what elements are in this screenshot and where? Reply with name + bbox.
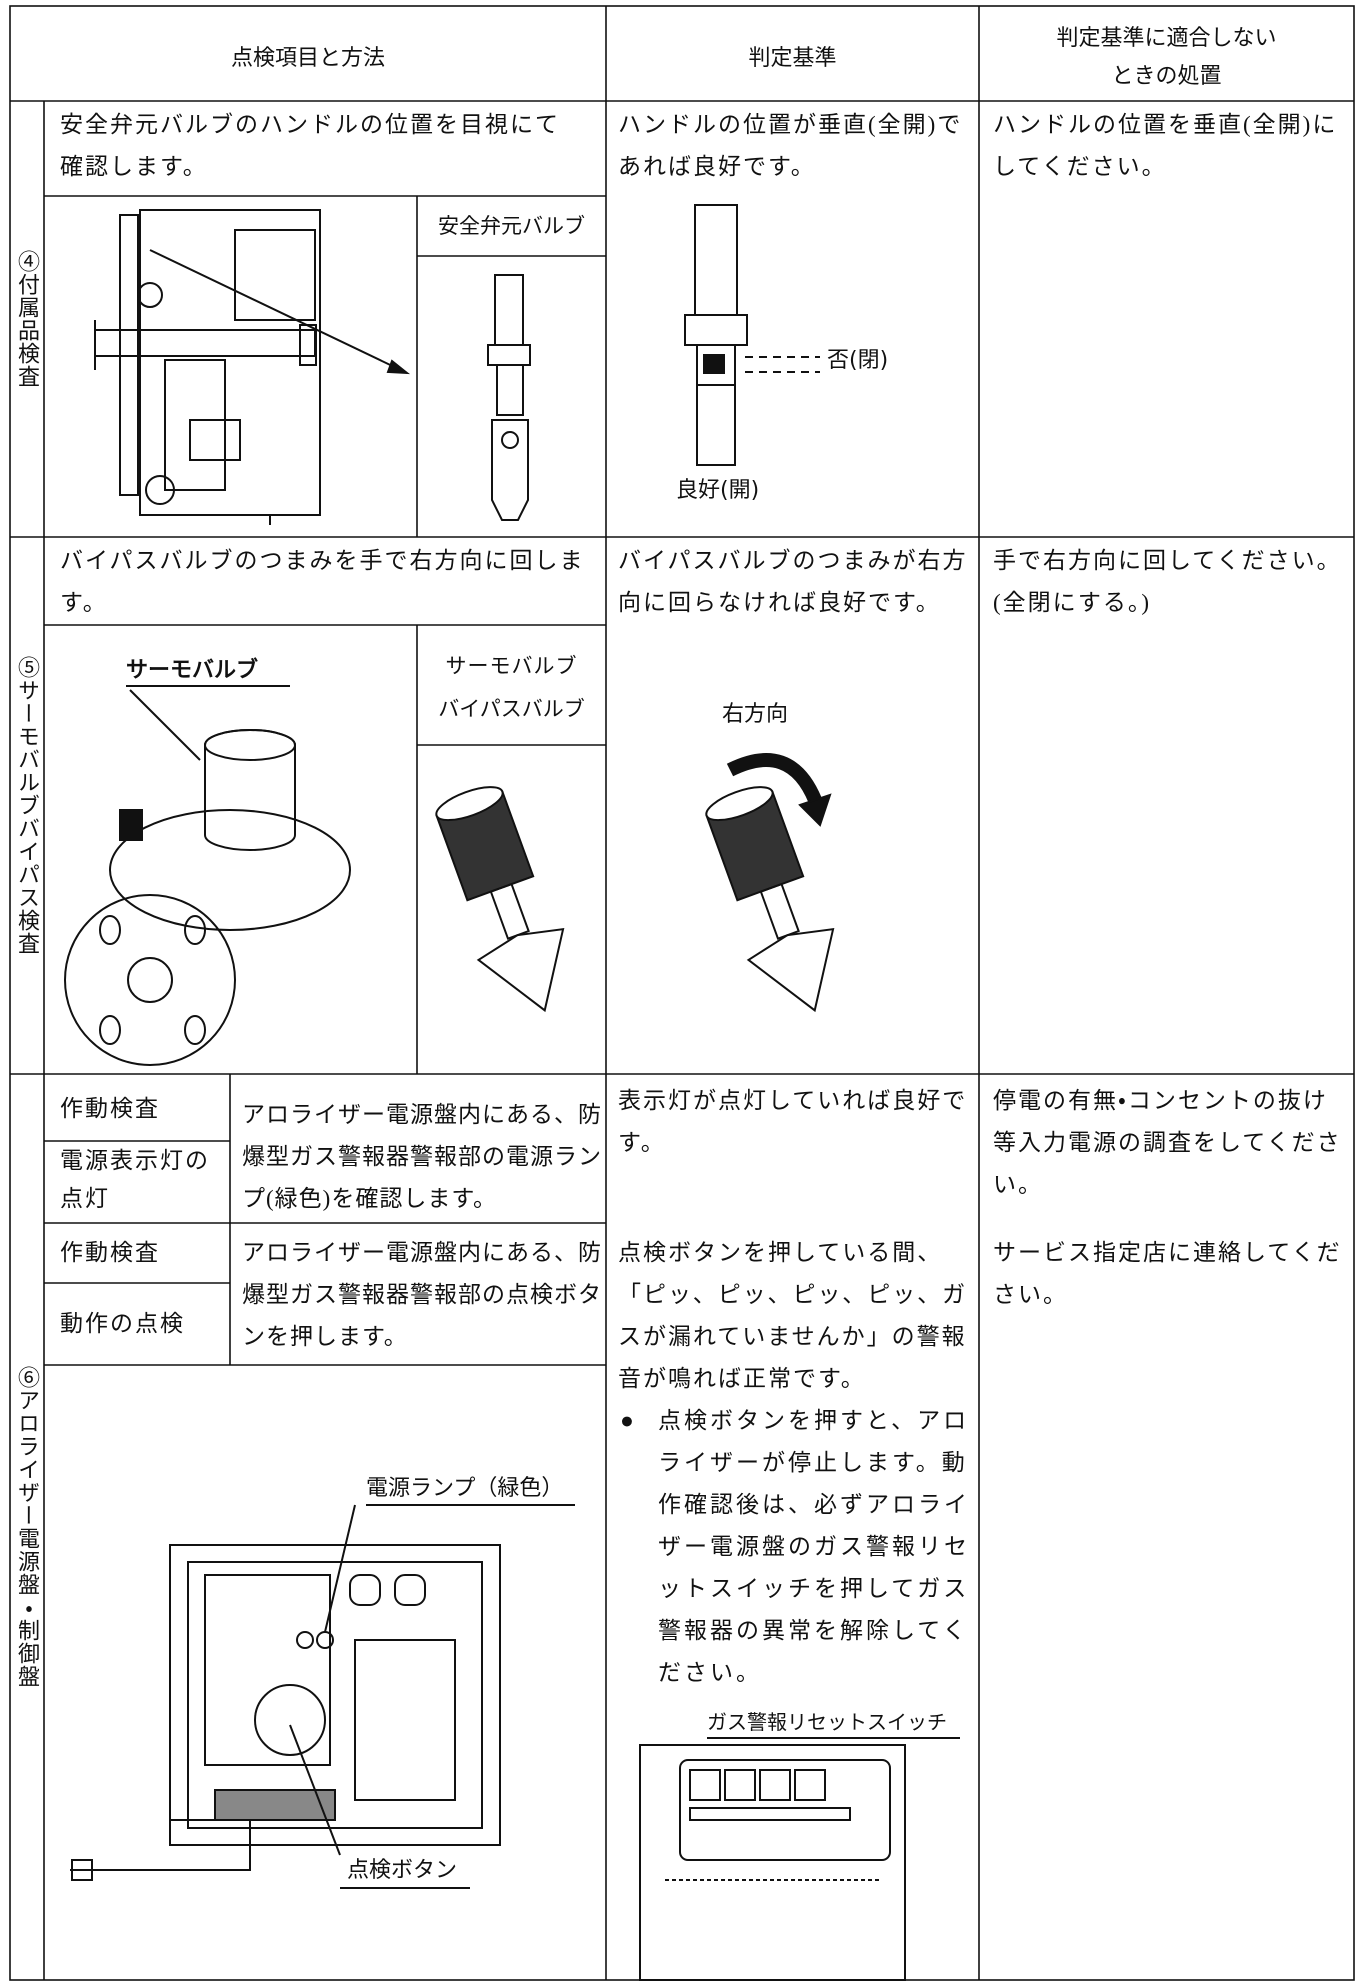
power-panel-illustration: [70, 1504, 575, 1889]
action-text: 停電の有無・コンセントの抜け等入力電源の調査をしてください。: [993, 1088, 1342, 1197]
valve-criteria-illustration: [684, 204, 820, 466]
thermo-valve-illustration: [64, 685, 351, 1066]
callout: 点検ボタン: [347, 1858, 458, 1883]
valve-illustration: [487, 274, 531, 521]
image-label: バイパスバルブ: [438, 697, 585, 721]
callout: 電源ランプ（緑色）: [366, 1476, 564, 1501]
criteria-text: バイパスバルブのつまみが右方向に回らなければ良好です。: [618, 548, 968, 615]
section-label: ⑥アロライザー電源盤・制御盤: [15, 1366, 40, 1688]
action-text: ハンドルの位置を垂直(全開)にしてください。: [993, 112, 1338, 179]
reset-panel-illustration: [639, 1737, 960, 1981]
method-text: アロライザー電源盤内にある、防爆型ガス警報器警報部の電源ランプ(緑色)を確認しま…: [242, 1102, 602, 1211]
callout: 良好(開): [676, 478, 760, 503]
header-cell: 判定基準: [748, 46, 837, 71]
criteria-text: 表示灯が点灯していれば良好です。: [618, 1088, 968, 1155]
action-text: サービス指定店に連絡してください。: [993, 1240, 1342, 1307]
action-text: (全閉にする。): [993, 590, 1152, 615]
callout: 右方向: [722, 702, 789, 727]
check-type: 作動検査: [60, 1240, 160, 1265]
action-text: 手で右方向に回してください。: [993, 548, 1342, 573]
note-text: 点検ボタンを押すと、アロライザーが停止します。動作確認後は、必ずアロライザー電源…: [658, 1408, 970, 1685]
criteria-text: 点検ボタンを押している間、「ピッ、ピッ、ピッ、ピッ、ガスが漏れていませんか」の警…: [618, 1240, 968, 1391]
section-label: ⑤サーモバルブバイパス検査: [15, 656, 40, 955]
callout: 否(閉): [827, 348, 889, 373]
callout: ガス警報リセットスイッチ: [707, 1710, 947, 1734]
header-cell: ときの処置: [1111, 64, 1222, 89]
header-cell: 点検項目と方法: [230, 46, 385, 71]
check-item: 動作の点検: [60, 1311, 185, 1336]
bypass-knob-illustration: [435, 753, 835, 1013]
image-label: サーモバルブ: [445, 654, 578, 678]
check-type: 作動検査: [60, 1096, 160, 1121]
header-cell: 判定基準に適合しない: [1056, 26, 1277, 51]
machine-illustration: [94, 209, 411, 525]
method-text: アロライザー電源盤内にある、防爆型ガス警報器警報部の点検ボタンを押します。: [242, 1240, 602, 1349]
method-text: 安全弁元バルブのハンドルの位置を目視にて確認します。: [60, 112, 560, 179]
callout: サーモバルブ: [126, 658, 259, 683]
bullet: ●: [620, 1408, 636, 1433]
section-label: ④付属品検査: [15, 250, 40, 388]
method-text: バイパスバルブのつまみを手で右方向に回します。: [60, 548, 585, 615]
image-label: 安全弁元バルブ: [438, 214, 585, 238]
check-item: 電源表示灯の点灯: [60, 1148, 210, 1211]
criteria-text: ハンドルの位置が垂直(全開)であれば良好です。: [618, 112, 963, 179]
